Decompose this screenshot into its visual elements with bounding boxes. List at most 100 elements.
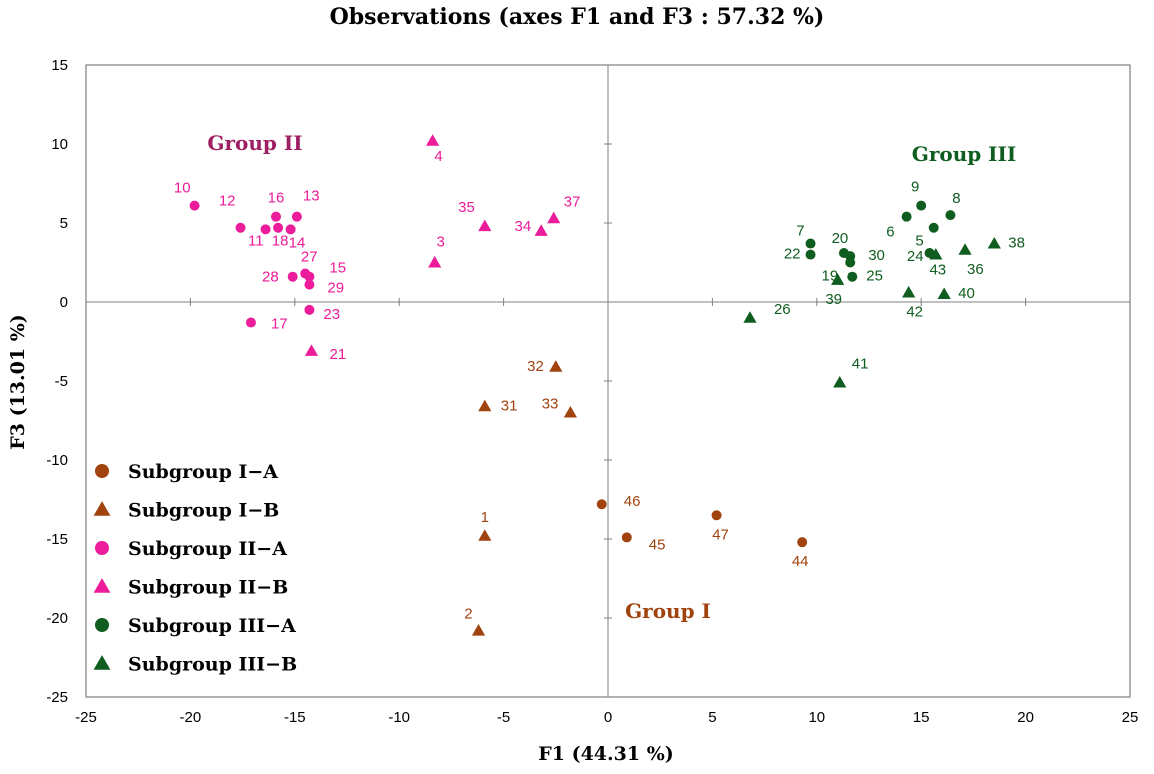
point-label: 36 xyxy=(967,261,984,278)
y-tick-label: 15 xyxy=(51,57,68,74)
x-tick-label: 10 xyxy=(808,709,825,726)
point-label: 6 xyxy=(886,224,894,241)
point-label: 17 xyxy=(271,316,288,333)
plot-area: -25 -20 -15 -10 -5 0 5 10 15 20 25151050-5-10-15-2… xyxy=(46,57,1138,726)
data-point xyxy=(958,243,972,255)
data-point xyxy=(916,200,927,211)
point-label: 31 xyxy=(501,397,518,414)
legend-marker xyxy=(95,541,109,555)
x-tick-label: 25 xyxy=(1122,709,1139,726)
data-point xyxy=(901,211,912,222)
chart-title: Observations (axes F1 and F3 : 57.32 %) xyxy=(330,4,825,30)
legend-label: Subgroup II−A xyxy=(128,538,287,560)
point-label: 10 xyxy=(174,180,191,197)
point-label: 42 xyxy=(906,304,923,321)
point-label: 38 xyxy=(1008,235,1025,252)
point-label: 37 xyxy=(564,193,581,210)
data-point xyxy=(847,271,858,282)
data-point xyxy=(743,311,757,323)
y-tick-label: 5 xyxy=(60,215,68,232)
data-point xyxy=(273,222,284,233)
data-point xyxy=(426,134,440,146)
data-point xyxy=(189,200,200,211)
point-label: 1 xyxy=(481,509,489,526)
legend-marker xyxy=(95,618,109,632)
y-tick-label: -10 xyxy=(46,452,68,469)
data-point xyxy=(478,219,492,232)
data-point xyxy=(304,279,315,290)
legend: Subgroup I−A Subgroup I−B Subgroup II−A Sub… xyxy=(93,461,297,676)
x-axis-label: F1 (44.31 %) xyxy=(538,743,673,765)
data-point xyxy=(287,271,298,282)
point-label: 22 xyxy=(784,246,801,263)
data-point xyxy=(805,238,816,249)
data-point xyxy=(797,537,808,548)
point-label: 28 xyxy=(262,269,279,286)
data-point xyxy=(260,224,271,235)
legend-label: Subgroup II−B xyxy=(128,577,288,599)
data-point xyxy=(596,499,607,510)
legend-marker xyxy=(93,655,111,670)
point-label: 27 xyxy=(301,249,318,266)
x-tick-label: -10 xyxy=(388,709,410,726)
group-annotation: Group III xyxy=(912,142,1017,166)
point-label: 13 xyxy=(303,188,320,205)
data-point xyxy=(831,273,845,285)
y-tick-label: 10 xyxy=(51,136,68,153)
data-point xyxy=(621,532,632,543)
point-label: 39 xyxy=(825,291,842,308)
data-point xyxy=(549,360,563,372)
legend-label: Subgroup III−A xyxy=(128,615,296,637)
point-label: 35 xyxy=(458,199,475,216)
data-point xyxy=(563,406,578,418)
point-label: 41 xyxy=(852,356,869,373)
data-point xyxy=(471,624,486,636)
x-tick-label: -15 xyxy=(284,709,306,726)
point-label: 34 xyxy=(514,218,531,235)
data-point xyxy=(304,344,319,356)
x-tick-label: -20 xyxy=(180,709,202,726)
data-point xyxy=(929,248,943,260)
data-point xyxy=(428,255,442,268)
x-tick-label: 20 xyxy=(1017,709,1034,726)
point-label: 18 xyxy=(272,233,289,250)
group-annotation: Group I xyxy=(625,599,711,623)
point-label: 44 xyxy=(792,553,809,570)
legend-marker xyxy=(93,578,111,593)
data-point xyxy=(928,222,939,233)
point-label: 20 xyxy=(832,230,849,247)
point-label: 24 xyxy=(907,248,924,265)
legend-label: Subgroup I−A xyxy=(128,461,278,483)
y-axis-label: F3 (13.01 %) xyxy=(7,314,29,449)
data-point xyxy=(245,317,256,328)
point-label: 7 xyxy=(796,223,804,240)
y-tick-label: -5 xyxy=(55,373,68,390)
data-point xyxy=(937,287,951,300)
legend-label: Subgroup III−B xyxy=(128,654,297,676)
point-label: 5 xyxy=(915,233,923,250)
data-point xyxy=(534,224,548,236)
data-point xyxy=(304,271,315,282)
point-label: 46 xyxy=(624,493,641,510)
data-point xyxy=(805,249,816,260)
x-tick-label: -25 xyxy=(75,709,97,726)
point-label: 4 xyxy=(434,148,442,165)
legend-marker xyxy=(95,464,109,478)
data-point xyxy=(235,222,246,233)
y-tick-label: 0 xyxy=(60,294,68,311)
x-tick-label: 5 xyxy=(708,709,716,726)
point-label: 15 xyxy=(329,260,346,277)
data-point xyxy=(304,304,315,315)
data-point xyxy=(478,399,492,412)
data-point xyxy=(711,510,722,521)
point-label: 21 xyxy=(330,346,347,363)
y-tick-label: -15 xyxy=(46,531,68,548)
point-label: 2 xyxy=(464,606,472,623)
point-label: 33 xyxy=(542,396,559,413)
x-tick-label: 15 xyxy=(913,709,930,726)
point-label: 43 xyxy=(929,262,946,279)
point-label: 47 xyxy=(712,526,729,543)
point-label: 26 xyxy=(774,301,791,318)
legend-marker xyxy=(93,501,111,516)
data-point xyxy=(987,236,1001,249)
